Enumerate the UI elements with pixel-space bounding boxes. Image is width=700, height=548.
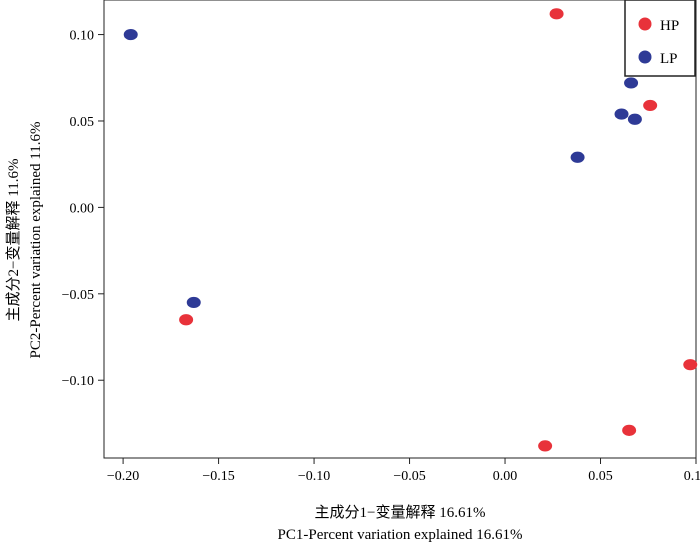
data-points [123,8,698,452]
point-lp [624,77,639,89]
point-lp [123,28,138,41]
point-hp [643,99,658,112]
y-tick-label: 0.00 [70,201,95,216]
point-hp [179,314,194,326]
point-lp [570,151,585,163]
point-lp [627,113,642,125]
x-axis-title-zh: 主成分1−变量解释 16.61% [315,504,486,521]
x-tick-label: −0.15 [202,469,234,484]
y-axis-title-zh: 主成分2−变量解释 11.6% [5,159,22,322]
y-axis-title-en: PC2-Percent variation explained 11.6% [28,122,44,359]
point-lp [186,296,201,309]
legend-box [624,0,696,77]
legend-marker-hp [638,17,652,31]
y-tick-label: −0.10 [62,374,94,389]
x-tick-label: 0.05 [588,469,613,484]
legend-marker-lp [638,50,652,64]
point-lp [614,108,629,120]
point-hp [683,359,698,371]
y-axis: −0.10 −0.05 0.00 0.05 0.10 [62,29,104,389]
x-tick-label: 0.00 [493,469,518,484]
x-tick-label: −0.05 [393,469,425,484]
y-tick-label: −0.05 [62,288,94,303]
legend: HP LP [624,0,696,77]
y-tick-label: 0.10 [70,29,95,44]
x-axis: −0.20 −0.15 −0.10 −0.05 0.00 0.05 0.10 [107,458,700,484]
x-tick-label: −0.20 [107,469,139,484]
point-hp [549,8,564,20]
legend-label-hp: HP [660,18,679,34]
x-tick-label: −0.10 [298,469,330,484]
plot-area [103,0,697,459]
y-tick-label: 0.05 [70,115,95,130]
point-hp [622,424,637,436]
x-tick-label: 0.10 [684,469,700,484]
point-hp [538,440,553,452]
legend-label-lp: LP [660,51,678,67]
x-axis-title-en: PC1-Percent variation explained 16.61% [278,527,523,543]
